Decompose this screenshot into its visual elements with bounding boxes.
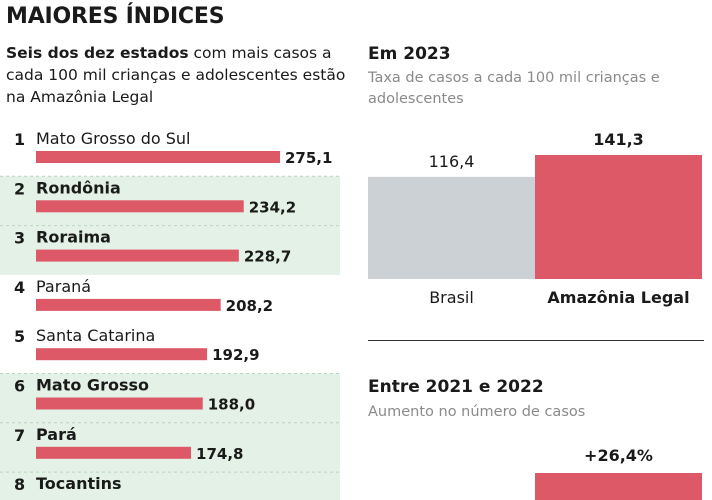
rank-number: 8 — [14, 475, 25, 494]
state-label: Mato Grosso do Sul — [36, 129, 191, 148]
growth-subtitle: Aumento no número de casos — [368, 404, 586, 420]
comparison-value-label: 116,4 — [429, 152, 475, 171]
rank-number: 1 — [14, 130, 25, 149]
state-value-label: 188,0 — [208, 396, 255, 414]
state-bar — [36, 446, 192, 459]
comparison-title: Em 2023 — [368, 44, 451, 64]
state-bar — [36, 298, 221, 311]
rank-number: 2 — [14, 179, 25, 198]
comparison-category-label: Brasil — [429, 288, 474, 307]
rank-number: 7 — [14, 426, 25, 445]
rank-number: 6 — [14, 377, 25, 396]
growth-bar — [535, 473, 702, 500]
rank-number: 3 — [14, 229, 25, 248]
comparison-chart: 116,4 Brasil 141,3 Amazônia Legal — [368, 130, 702, 307]
comparison-bar — [535, 155, 702, 279]
state-value-label: 275,1 — [285, 149, 332, 167]
state-value-label: 234,2 — [249, 198, 296, 216]
intro-text: Seis dos dez estados com mais casos a ca… — [6, 42, 351, 108]
state-value-label: 208,2 — [226, 297, 273, 315]
intro-bold: Seis dos dez estados — [6, 44, 189, 62]
state-ranking-chart: 1 Mato Grosso do Sul 275,1 2 Rondônia 234,2 3 R… — [0, 129, 340, 500]
rank-number: 4 — [14, 278, 25, 297]
state-label: Pará — [36, 425, 77, 444]
infographic-title: MAIORES ÍNDICES — [6, 4, 225, 29]
comparison-subtitle: Taxa de casos a cada 100 mil crianças e … — [368, 70, 660, 107]
state-bar — [36, 151, 280, 163]
growth-title: Entre 2021 e 2022 — [368, 377, 544, 397]
state-label: Santa Catarina — [36, 326, 155, 345]
comparison-category-label: Amazônia Legal — [547, 288, 689, 307]
state-value-label: 174,8 — [196, 445, 243, 463]
state-value-label: 192,9 — [212, 346, 259, 364]
state-bar — [36, 200, 244, 213]
growth-value-label: +26,4% — [584, 446, 653, 465]
rank-number: 5 — [14, 327, 25, 346]
state-label: Mato Grosso — [36, 376, 149, 395]
comparison-bar — [368, 176, 535, 279]
state-label: Rondônia — [36, 178, 121, 197]
state-label: Paraná — [36, 277, 91, 296]
state-bar — [36, 249, 239, 262]
comparison-value-label: 141,3 — [593, 130, 644, 149]
amazon-band — [0, 472, 340, 500]
growth-chart: +26,4% — [535, 446, 702, 500]
state-label: Tocantins — [36, 474, 122, 493]
intro-rest: com mais casos a cada 100 mil crianças e… — [6, 44, 346, 106]
state-value-label: 228,7 — [244, 248, 291, 266]
state-bar — [36, 397, 203, 410]
section-divider — [368, 340, 704, 341]
state-bar — [36, 348, 208, 361]
state-label: Roraima — [36, 228, 111, 247]
